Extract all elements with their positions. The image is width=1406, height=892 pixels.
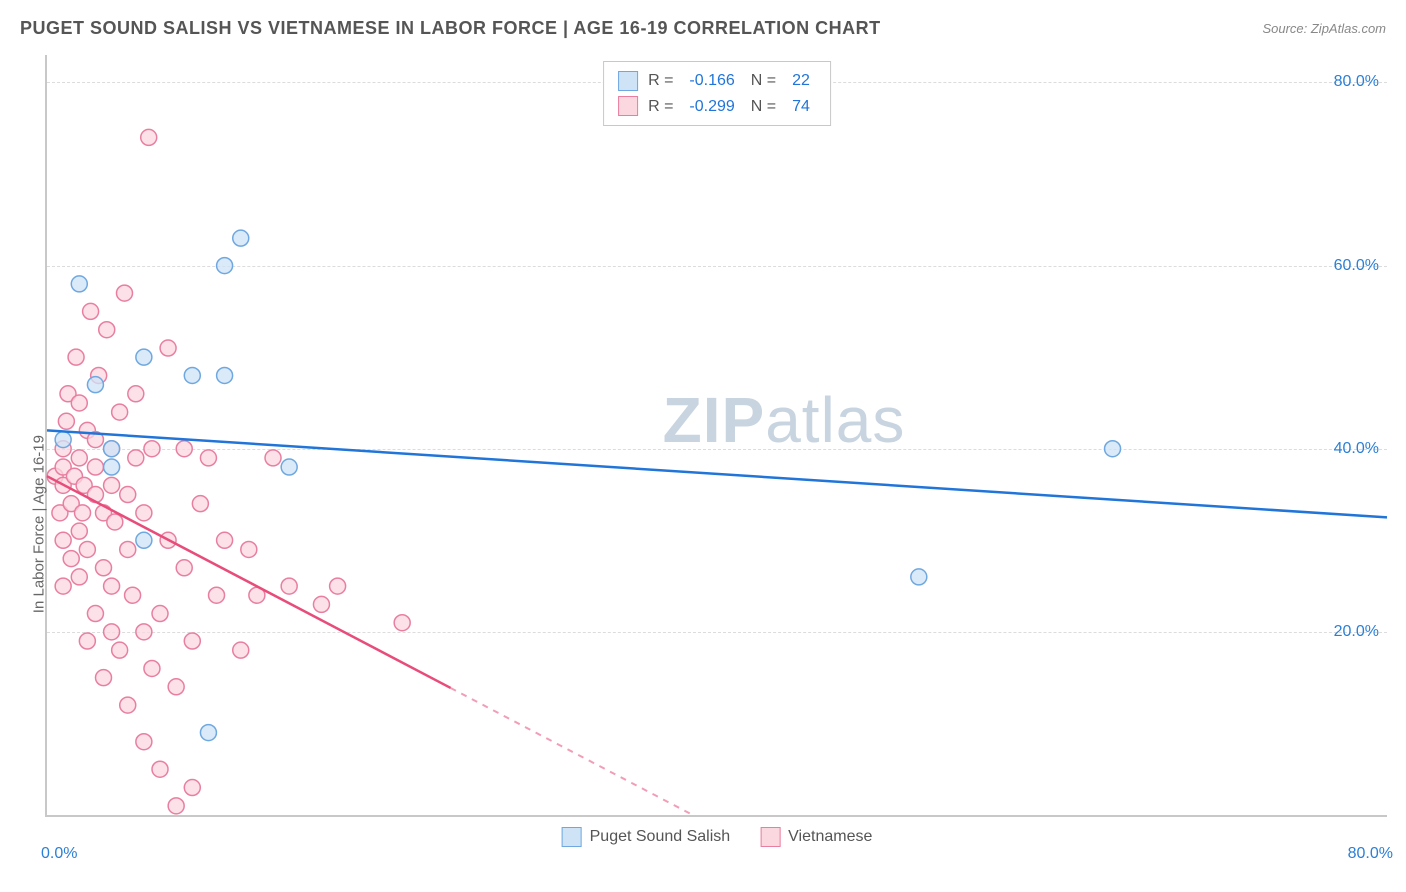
chart-area: In Labor Force | Age 16-19 20.0%40.0%60.… xyxy=(45,55,1387,817)
chart-title: PUGET SOUND SALISH VS VIETNAMESE IN LABO… xyxy=(20,18,881,39)
legend-item-0: Puget Sound Salish xyxy=(562,827,731,847)
legend-item-1: Vietnamese xyxy=(760,827,872,847)
corr-row-0: R = -0.166 N = 22 xyxy=(618,68,816,94)
swatch-icon xyxy=(562,827,582,847)
source-label: Source: ZipAtlas.com xyxy=(1262,21,1386,36)
correlation-legend: R = -0.166 N = 22 R = -0.299 N = 74 xyxy=(603,61,831,126)
series-legend: Puget Sound Salish Vietnamese xyxy=(562,827,873,847)
y-axis-title: In Labor Force | Age 16-19 xyxy=(31,435,48,613)
scatter-plot xyxy=(47,55,1387,815)
corr-row-1: R = -0.299 N = 74 xyxy=(618,94,816,120)
swatch-icon xyxy=(618,71,638,91)
swatch-icon xyxy=(618,96,638,116)
swatch-icon xyxy=(760,827,780,847)
